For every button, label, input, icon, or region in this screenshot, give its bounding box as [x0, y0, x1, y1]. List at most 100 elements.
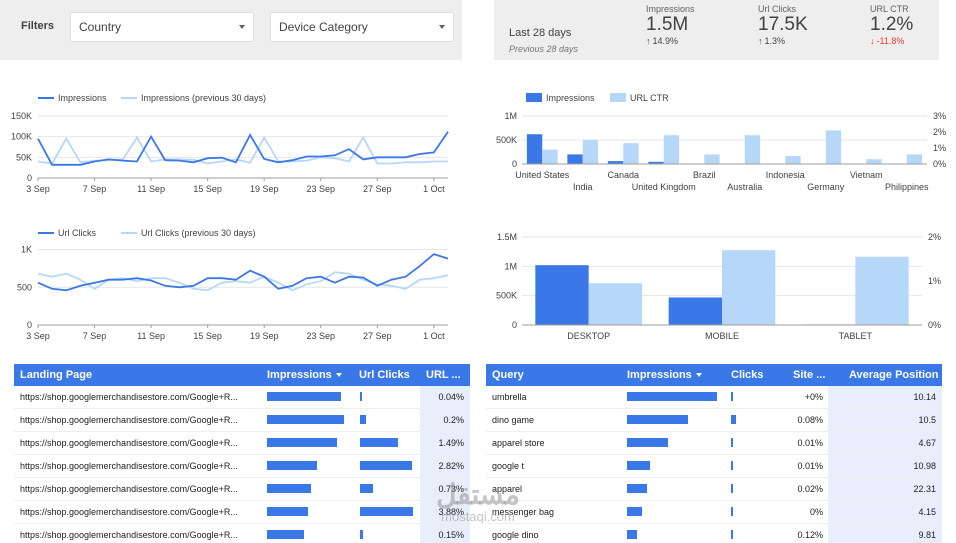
url-ctr-value: 0.15% — [438, 530, 464, 540]
url-ctr-value: 2.82% — [438, 461, 464, 471]
impressions-line-chart[interactable]: 0 50K 100K 150K 3 Sep 7 Sep 11 Sep 15 Sep 19 Sep… — [0, 85, 462, 200]
y-tick-label-right: 0% — [928, 320, 941, 330]
query-text[interactable]: messenger bag — [492, 507, 555, 517]
table-row[interactable]: umbrella +0% 10.14 — [486, 386, 942, 409]
x-tick-label: 3 Sep — [26, 184, 50, 194]
kpi-value: 1.2% — [870, 14, 914, 35]
table-row[interactable]: https://shop.googlemerchandisestore.com/… — [14, 409, 470, 432]
bar-url-ctr — [704, 154, 720, 164]
column-header-average-position[interactable]: Average Position — [849, 369, 939, 381]
kpi-delta: ↓ -11.8% — [870, 36, 940, 46]
column-header-impressions[interactable]: Impressions — [627, 369, 717, 381]
table-row[interactable]: https://shop.googlemerchandisestore.com/… — [14, 478, 470, 501]
landing-page-url[interactable]: https://shop.googlemerchandisestore.com/… — [20, 438, 238, 448]
y-tick-label-left: 500K — [496, 291, 517, 301]
column-header-landing-page[interactable]: Landing Page — [20, 369, 93, 381]
impressions-bar — [627, 484, 647, 493]
legend-label: Url Clicks — [58, 228, 96, 238]
x-tick-label: DESKTOP — [567, 331, 610, 341]
landing-page-url[interactable]: https://shop.googlemerchandisestore.com/… — [20, 461, 238, 471]
sort-descending-icon — [695, 373, 702, 378]
query-text[interactable]: apparel — [492, 484, 523, 494]
landing-page-url[interactable]: https://shop.googlemerchandisestore.com/… — [20, 415, 238, 425]
table-row[interactable]: https://shop.googlemerchandisestore.com/… — [14, 455, 470, 478]
country-filter-dropdown[interactable]: Country — [70, 12, 254, 42]
x-tick-label: India — [573, 182, 593, 192]
table-row[interactable]: google dino 0.12% 9.81 — [486, 524, 942, 543]
x-tick-label: 23 Sep — [306, 184, 335, 194]
device-filter-dropdown[interactable]: Device Category — [270, 12, 454, 42]
table-row[interactable]: google t 0.01% 10.98 — [486, 455, 942, 478]
url-ctr-value: 0.2% — [443, 415, 464, 425]
table-row[interactable]: https://shop.googlemerchandisestore.com/… — [14, 501, 470, 524]
average-position-value: 10.14 — [913, 392, 936, 402]
x-tick-label: 11 Sep — [137, 331, 165, 341]
query-rows: umbrella +0% 10.14 dino game 0.08% 10.5 appare… — [486, 386, 942, 543]
x-tick-label: Indonesia — [766, 170, 805, 180]
table-row[interactable]: https://shop.googlemerchandisestore.com/… — [14, 524, 470, 543]
bar-url-ctr — [722, 250, 776, 325]
position-column-shading — [828, 478, 942, 500]
y-tick-label: 500 — [17, 282, 32, 292]
table-row[interactable]: apparel store 0.01% 4.67 — [486, 432, 942, 455]
impressions-bar — [627, 461, 650, 470]
column-header-url-ctr[interactable]: URL ... — [426, 369, 461, 381]
site-ctr-value: 0% — [809, 507, 823, 517]
clicks-bar — [731, 461, 733, 470]
bar-impressions — [567, 154, 583, 164]
position-column-shading — [828, 432, 942, 454]
impressions-bar — [627, 530, 637, 539]
y-tick-label: 1K — [21, 245, 32, 255]
table-row[interactable]: https://shop.googlemerchandisestore.com/… — [14, 432, 470, 455]
table-row[interactable]: messenger bag 0% 4.15 — [486, 501, 942, 524]
ctr-column-shading — [420, 524, 470, 543]
query-text[interactable]: google t — [492, 461, 525, 471]
y-tick-label-left: 0 — [512, 159, 517, 169]
comparison-range: Previous 28 days — [509, 44, 579, 54]
query-text[interactable]: dino game — [492, 415, 535, 425]
sort-descending-icon — [335, 373, 342, 378]
table-row[interactable]: apparel 0.02% 22.31 — [486, 478, 942, 501]
kpi-name: Url Clicks — [758, 4, 796, 14]
query-text[interactable]: apparel store — [492, 438, 545, 448]
x-tick-label: United Kingdom — [632, 182, 696, 192]
column-header-site-ctr[interactable]: Site ... — [793, 369, 826, 381]
average-position-value: 22.31 — [913, 484, 936, 494]
clicks-bar — [731, 484, 733, 493]
kpi-delta: ↑ 1.3% — [758, 36, 828, 46]
x-tick-label: 1 Oct — [423, 184, 445, 194]
query-text[interactable]: google dino — [492, 530, 539, 540]
date-range[interactable]: Last 28 days — [509, 27, 572, 39]
site-ctr-value: +0% — [804, 392, 823, 402]
column-header-query[interactable]: Query — [492, 369, 524, 381]
x-tick-label: 1 Oct — [423, 331, 445, 341]
column-header-url-clicks[interactable]: Url Clicks — [359, 369, 410, 381]
x-tick-label: 27 Sep — [363, 184, 392, 194]
bar-impressions — [535, 265, 589, 325]
table-row[interactable]: dino game 0.08% 10.5 — [486, 409, 942, 432]
landing-page-url[interactable]: https://shop.googlemerchandisestore.com/… — [20, 507, 238, 517]
impressions-bar — [267, 415, 344, 424]
table-header: Landing Page Impressions Url Clicks URL … — [14, 364, 470, 386]
query-text[interactable]: umbrella — [492, 392, 527, 402]
y-tick-label-right: 2% — [933, 127, 946, 137]
impressions-bar — [627, 392, 717, 401]
url-ctr-value: 0.73% — [438, 484, 464, 494]
position-column-shading — [828, 524, 942, 543]
position-column-shading — [828, 455, 942, 477]
device-bar-chart[interactable]: 0 500K 1M 1.5M 0% 1% 2% DESKTOP MOBILE TABLET — [482, 222, 956, 344]
watermark-latin: mostaqi.com — [441, 509, 515, 524]
table-row[interactable]: https://shop.googlemerchandisestore.com/… — [14, 386, 470, 409]
landing-page-url[interactable]: https://shop.googlemerchandisestore.com/… — [20, 484, 238, 494]
column-header-impressions[interactable]: Impressions — [267, 369, 357, 381]
clicks-bar — [731, 415, 736, 424]
y-tick-label: 50K — [16, 152, 32, 162]
url-clicks-bar — [360, 415, 367, 424]
landing-page-url[interactable]: https://shop.googlemerchandisestore.com/… — [20, 392, 238, 402]
url-clicks-line-chart[interactable]: 0 500 1K 3 Sep 7 Sep 11 Sep 15 Sep 19 Sep 23 Sep… — [0, 222, 462, 344]
landing-page-url[interactable]: https://shop.googlemerchandisestore.com/… — [20, 530, 238, 540]
column-header-clicks[interactable]: Clicks — [731, 369, 764, 381]
url-ctr-value: 0.04% — [438, 392, 464, 402]
ctr-column-shading — [420, 501, 470, 523]
